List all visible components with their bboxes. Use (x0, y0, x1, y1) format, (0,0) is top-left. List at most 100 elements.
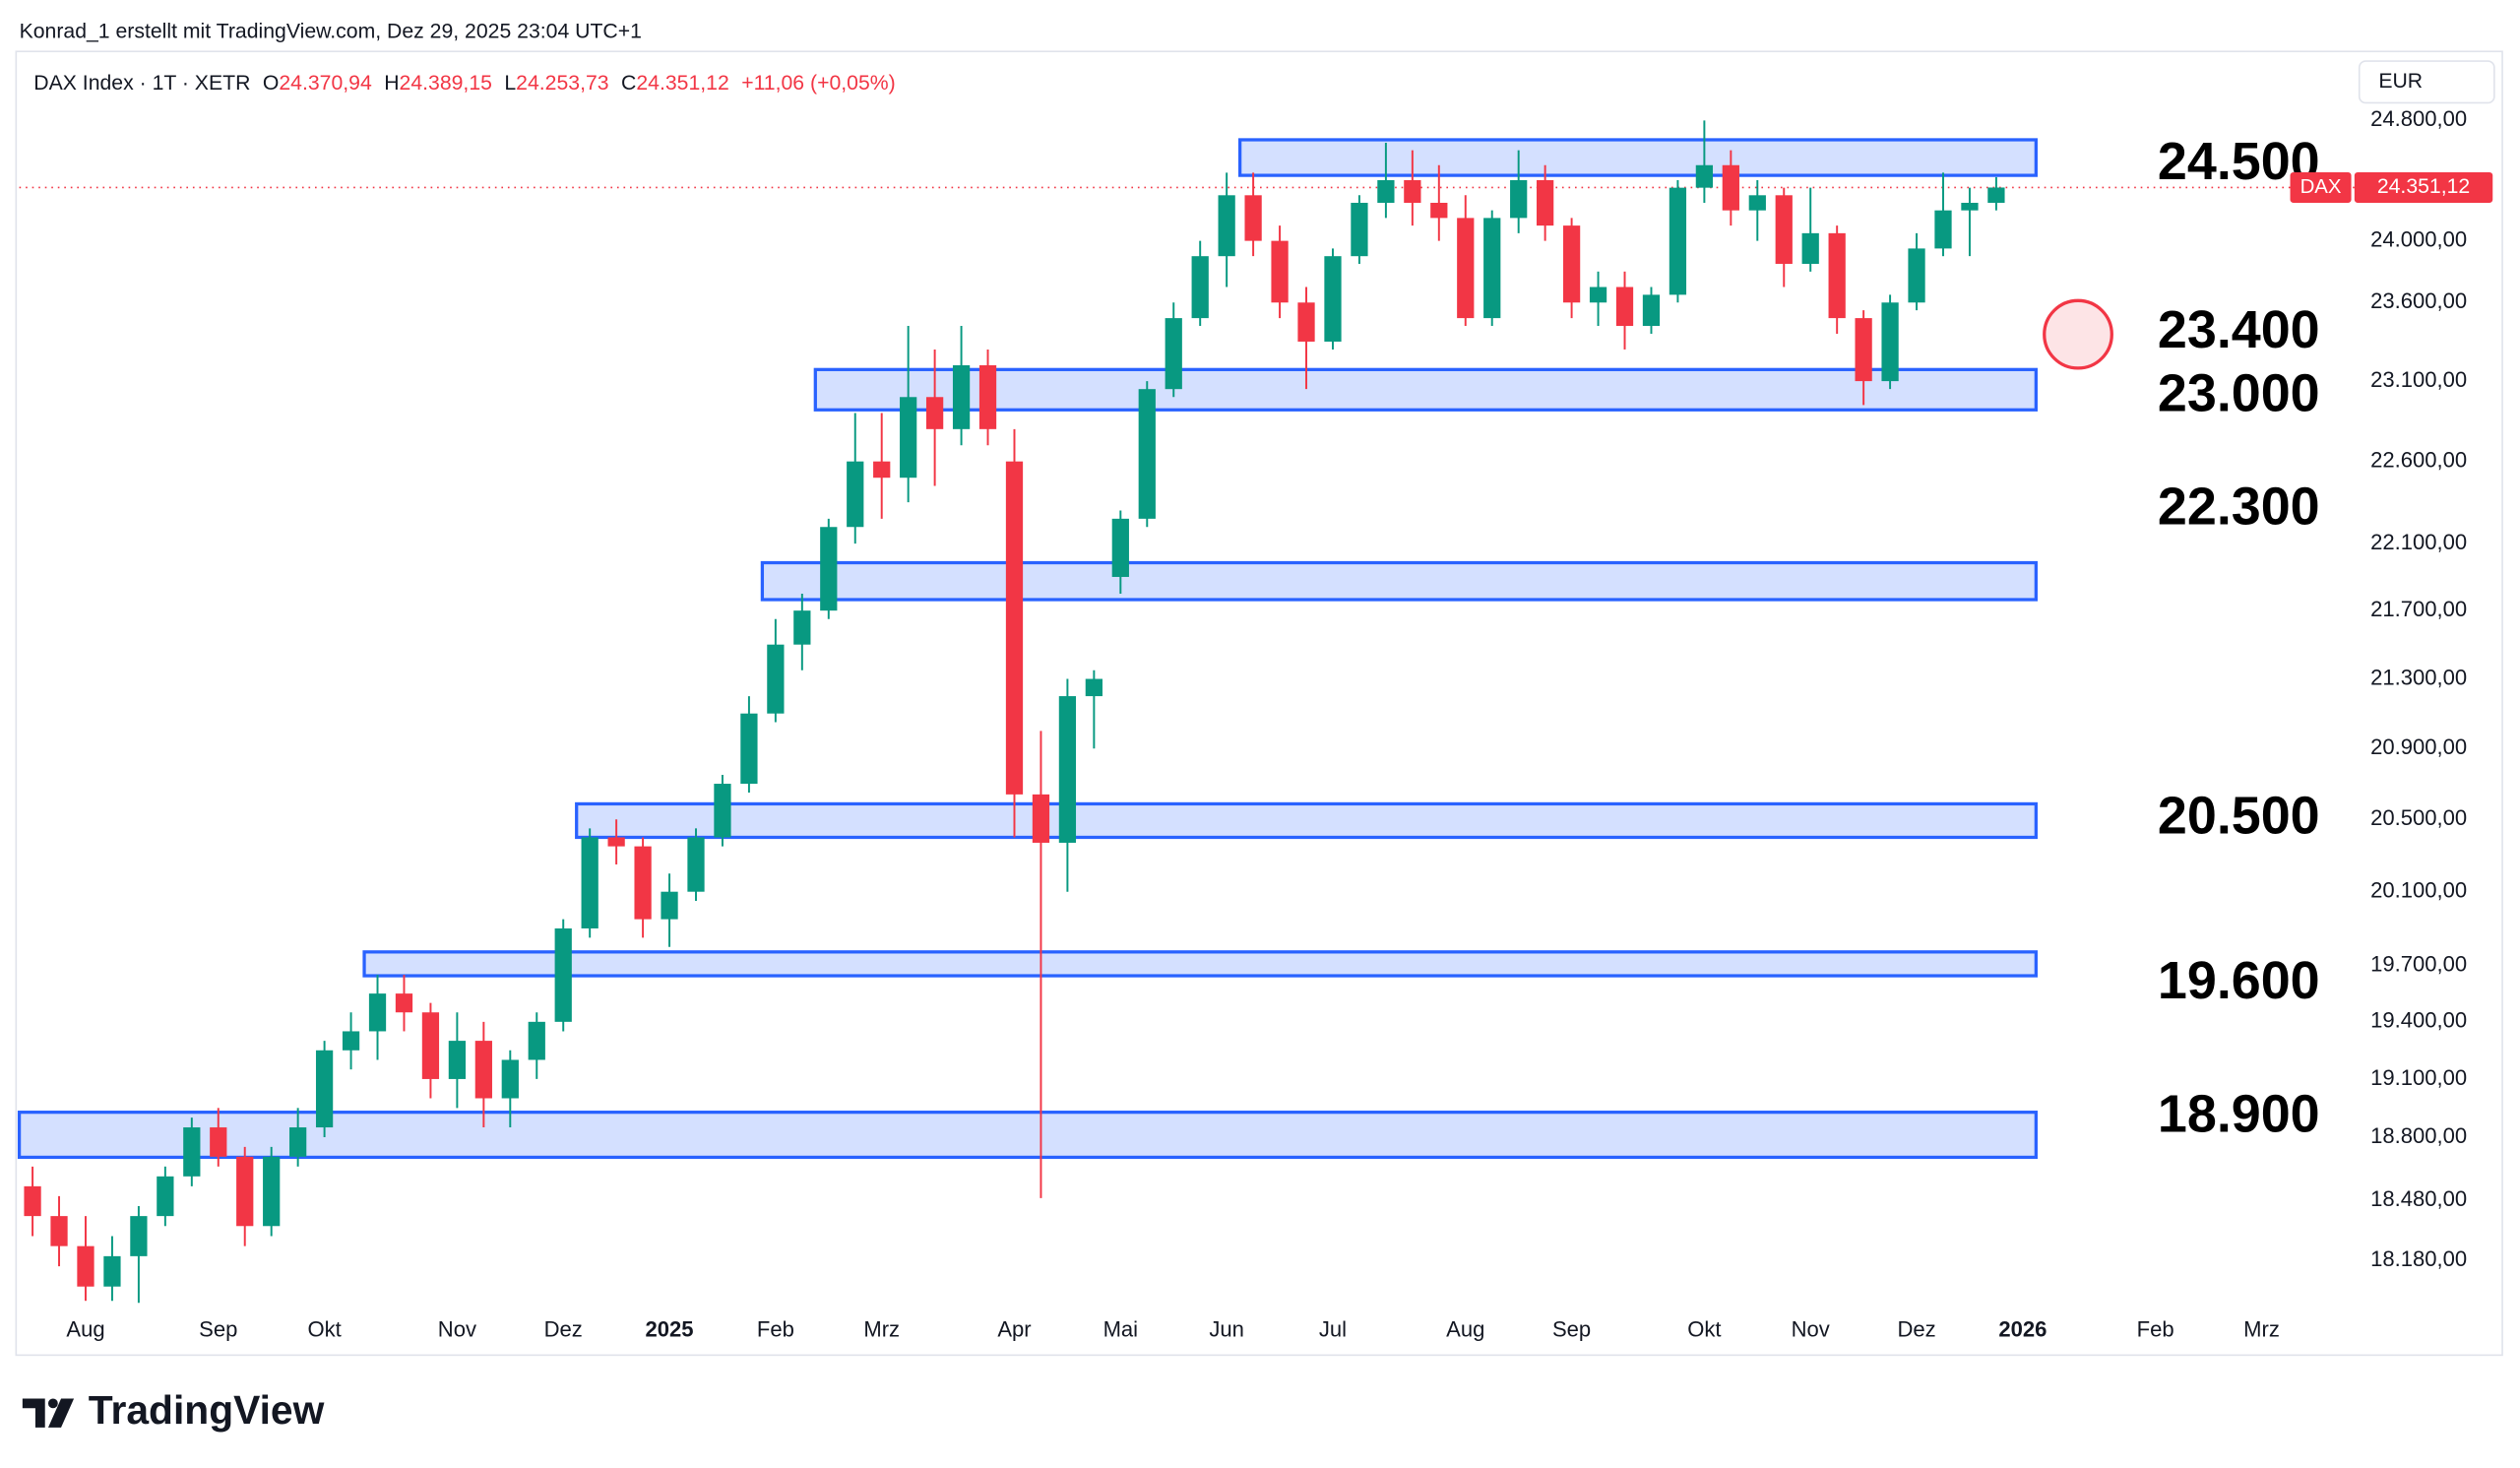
candle-body (1828, 232, 1846, 319)
candle-body (714, 784, 731, 838)
y-tick-label: 20.500,00 (2370, 805, 2467, 830)
candle-body (1297, 302, 1315, 342)
candle-body (210, 1127, 227, 1157)
candle-body (661, 891, 678, 920)
candle-body (474, 1041, 492, 1099)
candle-body (1351, 202, 1368, 257)
candle-body (77, 1245, 94, 1287)
candle-body (395, 993, 413, 1013)
candle-body (1695, 164, 1714, 188)
zone (760, 560, 2038, 602)
y-tick-label: 20.900,00 (2370, 734, 2467, 759)
ohlc-value: 24.253,73 (516, 72, 608, 95)
candle-body (1881, 302, 1899, 382)
candle-body (315, 1050, 334, 1128)
candle-body (634, 846, 652, 920)
candle-body (1615, 287, 1634, 327)
candle-body (1748, 195, 1766, 211)
candle-body (1138, 389, 1156, 519)
logo-mark (22, 1398, 75, 1428)
candle-body (847, 461, 864, 528)
currency: EUR (2378, 70, 2423, 93)
credit: Konrad_1 erstellt mit TradingView.com, D… (20, 20, 642, 42)
x-tick-label: Jun (1209, 1317, 1244, 1342)
x-tick-label: Mrz (863, 1317, 900, 1342)
zone (17, 1111, 2038, 1160)
candle-body (1377, 179, 1395, 203)
y-tick-label: 18.180,00 (2370, 1246, 2467, 1271)
x-tick-label: Sep (199, 1317, 237, 1342)
candle-body (1934, 210, 1952, 249)
candle-body (1669, 187, 1687, 295)
y-tick-label: 24.800,00 (2370, 106, 2467, 131)
candle-body (1801, 232, 1819, 264)
symbol: DAX Index · 1T · XETR (33, 72, 250, 95)
candle-body (1483, 218, 1501, 319)
candle-body (581, 837, 598, 928)
y-tick-label: 19.400,00 (2370, 1008, 2467, 1033)
currency-box[interactable] (2358, 60, 2495, 104)
x-tick-label: Mrz (2243, 1317, 2280, 1342)
candle-body (183, 1127, 201, 1177)
ohlc-value: 24.370,94 (279, 72, 372, 95)
x-tick-label: Aug (66, 1317, 104, 1342)
candle-body (368, 993, 387, 1032)
y-tick-label: 18.800,00 (2370, 1123, 2467, 1148)
x-tick-label: Apr (997, 1317, 1031, 1342)
legend: DAX Index · 1T · XETR O24.370,94 H24.389… (33, 72, 895, 95)
y-tick-label: 21.300,00 (2370, 665, 2467, 689)
y-tick-label: 20.100,00 (2370, 878, 2467, 903)
candle-body (1642, 294, 1661, 327)
x-tick-label: Jul (1319, 1317, 1347, 1342)
candle-body (528, 1021, 545, 1060)
candle-body (1271, 240, 1289, 303)
candle-body (1961, 202, 1979, 211)
candle-body (1111, 518, 1129, 577)
x-tick-label: 2026 (1998, 1317, 2047, 1342)
candle-body (820, 527, 838, 611)
x-tick-label: Okt (1687, 1317, 1721, 1342)
candle-body (1032, 794, 1050, 843)
y-tick-label: 19.700,00 (2370, 951, 2467, 976)
candle-body (740, 713, 758, 785)
x-tick-label: Aug (1446, 1317, 1484, 1342)
candle-body (1589, 287, 1607, 303)
x-tick-label: Nov (1792, 1317, 1830, 1342)
candle-body (1324, 256, 1342, 342)
candle-body (554, 927, 572, 1022)
price-tag-value: 24.351,12 (2377, 175, 2470, 198)
candle-body (342, 1031, 360, 1051)
candle-body (1404, 179, 1421, 203)
zone (813, 367, 2038, 412)
price-tag-symbol: DAX (2300, 176, 2342, 198)
logo: TradingView (22, 1387, 325, 1433)
logo-text: TradingView (89, 1387, 325, 1433)
candle-body (1191, 256, 1209, 319)
candle-body (900, 397, 917, 479)
zone (575, 801, 2038, 840)
price-tag-bg (2290, 171, 2352, 203)
candle-body (1562, 225, 1581, 303)
candle-body (24, 1185, 41, 1217)
x-tick-label: Okt (307, 1317, 341, 1342)
candle-body (1722, 164, 1739, 211)
zone (362, 950, 2038, 978)
ohlc-key: H (384, 72, 399, 95)
candle-body (1218, 195, 1235, 257)
candle-body (289, 1127, 307, 1157)
x-tick-label: Sep (1552, 1317, 1591, 1342)
ohlc-key: C (621, 72, 636, 95)
candle-body (157, 1176, 174, 1217)
x-tick-label: Mai (1103, 1317, 1138, 1342)
ohlc-key: L (504, 72, 516, 95)
candle-body (1457, 218, 1475, 319)
candle-body (952, 364, 971, 429)
candle-body (1775, 195, 1793, 264)
level-label: 23.400 (2158, 300, 2320, 359)
candle-body (263, 1156, 281, 1227)
ohlc-key: O (263, 72, 280, 95)
level-label: 19.600 (2158, 951, 2320, 1010)
y-tick-label: 23.100,00 (2370, 367, 2467, 392)
